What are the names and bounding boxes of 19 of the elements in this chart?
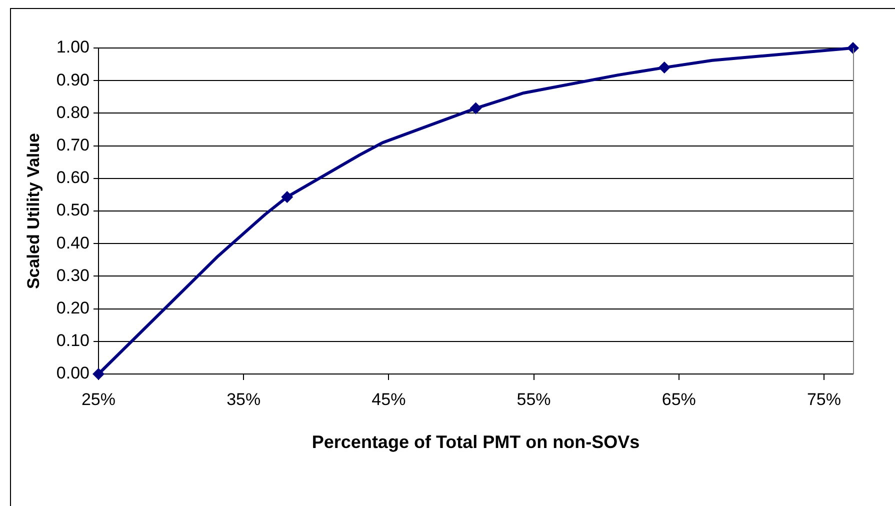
y-axis-title: Scaled Utility Value xyxy=(24,133,43,289)
y-tick-label: 0.40 xyxy=(56,233,90,252)
y-tick-label: 1.00 xyxy=(56,38,90,57)
y-tick-label: 0.60 xyxy=(56,168,90,188)
x-tick-label: 25% xyxy=(81,390,116,409)
x-tick-label: 65% xyxy=(662,390,696,409)
y-tick-label: 0.80 xyxy=(56,102,90,122)
x-tick-label: 35% xyxy=(226,390,261,409)
x-axis-title: Percentage of Total PMT on non-SOVs xyxy=(312,432,640,452)
y-tick-label: 0.50 xyxy=(56,200,90,220)
y-tick-label: 0.30 xyxy=(56,266,90,285)
y-tick-label: 0.70 xyxy=(56,135,90,154)
y-tick-label: 0.90 xyxy=(56,70,90,90)
x-tick-label: 55% xyxy=(516,390,551,409)
y-tick-label: 0.10 xyxy=(56,331,90,350)
y-tick-label: 0.20 xyxy=(56,298,90,318)
x-tick-label: 75% xyxy=(806,390,841,409)
x-tick-label: 45% xyxy=(372,390,406,409)
y-tick-label: 0.00 xyxy=(56,364,90,383)
